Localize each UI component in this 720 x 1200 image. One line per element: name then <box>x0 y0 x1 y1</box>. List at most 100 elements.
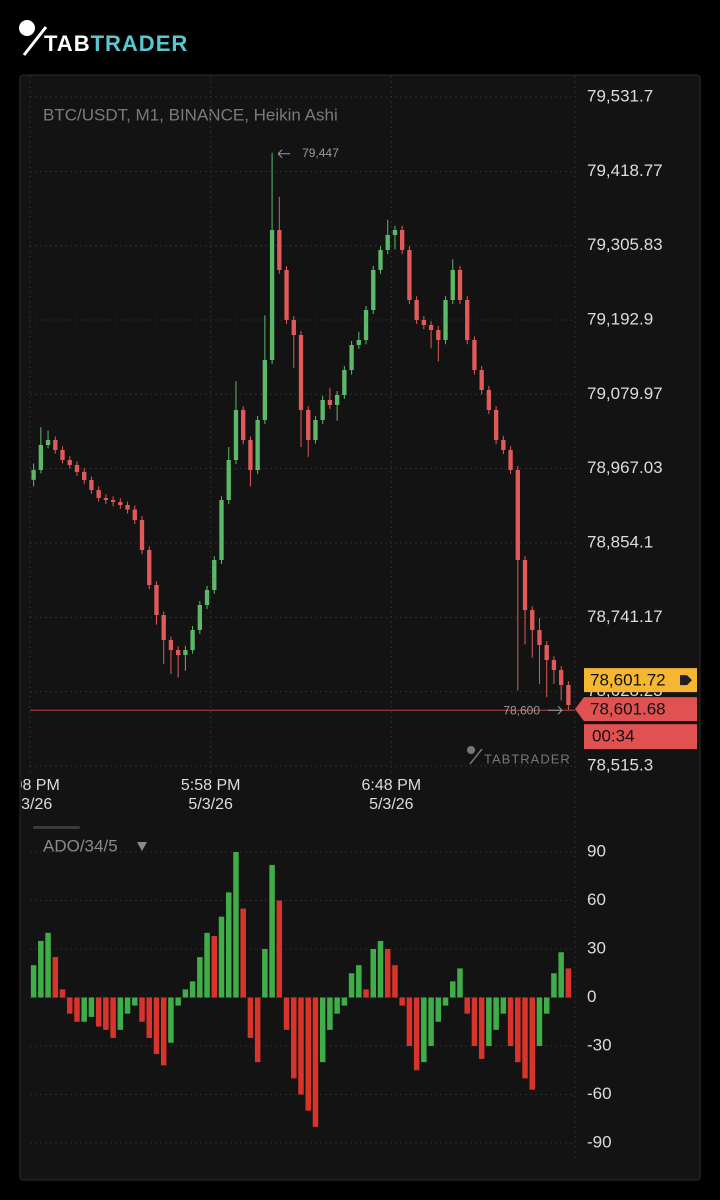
logo-dot <box>19 20 35 36</box>
candle-body <box>342 370 347 395</box>
bar <box>30 965 37 998</box>
bar <box>457 968 463 998</box>
bar <box>67 997 73 1014</box>
bar <box>507 997 514 1046</box>
bar <box>153 997 160 1055</box>
bar <box>110 997 116 1038</box>
candle-body <box>139 520 145 550</box>
bar <box>558 952 564 998</box>
bar <box>327 997 333 1030</box>
candle-body <box>168 640 174 651</box>
y-tick-label: 30 <box>587 938 606 957</box>
bar <box>421 997 427 1063</box>
bar <box>413 997 420 1071</box>
bar <box>341 997 348 1006</box>
candle-body <box>407 249 412 300</box>
candle-body <box>45 439 51 445</box>
bar <box>189 981 196 998</box>
candle-body <box>566 684 571 705</box>
indicator-title[interactable]: ADO/34/5 <box>43 836 118 855</box>
price-tag <box>575 697 697 722</box>
bar <box>233 852 239 998</box>
bar <box>493 997 499 1030</box>
candle-body <box>118 501 123 506</box>
candle-body <box>522 559 528 611</box>
bar <box>262 949 268 998</box>
bar <box>471 997 478 1046</box>
high-marker-label: 79,447 <box>302 146 339 160</box>
bar <box>515 997 521 1063</box>
x-tick-label: 6:48 PM <box>362 777 422 794</box>
bar <box>450 981 456 998</box>
candle-body <box>277 230 282 270</box>
candle-body <box>67 460 72 466</box>
bar <box>146 997 152 1038</box>
bar <box>247 997 254 1038</box>
candle-body <box>465 299 470 341</box>
candle-body <box>233 409 239 461</box>
logo-right: TRADER <box>91 31 189 56</box>
candle-body <box>53 439 58 450</box>
y-tick-label: 78,515.3 <box>587 755 653 774</box>
candle-body <box>479 370 484 390</box>
bar <box>139 997 145 1022</box>
bar <box>211 936 218 998</box>
y-tick-label: 79,079.97 <box>587 384 663 403</box>
bar <box>52 957 59 998</box>
candle-body <box>125 505 130 510</box>
candle-body <box>385 235 390 250</box>
bar <box>269 864 275 998</box>
bar <box>95 997 102 1027</box>
y-tick-label: 79,192.9 <box>587 309 653 328</box>
x-tick-date: 5/3/26 <box>188 796 233 813</box>
bar <box>319 997 326 1063</box>
candle-body <box>537 630 542 646</box>
candle-body <box>486 389 492 410</box>
bar <box>406 997 413 1046</box>
bar <box>168 997 174 1043</box>
plot-area: 78,600 79,447 <box>29 76 575 776</box>
indicator-dropdown-icon[interactable] <box>137 842 147 851</box>
y-tick-label: 0 <box>587 987 596 1006</box>
x-tick-label: 5:08 PM <box>0 777 60 794</box>
price-tag-label: 78,601.68 <box>590 700 666 719</box>
bar <box>74 997 80 1022</box>
watermark-dot <box>467 746 475 754</box>
countdown-badge <box>584 724 697 750</box>
bar <box>298 997 304 1095</box>
logo-slash <box>22 26 48 56</box>
candle-body <box>74 465 80 472</box>
candle-body <box>371 269 376 310</box>
bar <box>384 949 391 998</box>
candle-body <box>334 394 340 405</box>
watermark: TABTRADER <box>484 751 571 766</box>
bar <box>334 997 340 1014</box>
candle-body <box>428 325 434 331</box>
countdown: 00:34 <box>592 727 635 746</box>
candle-body <box>515 470 520 560</box>
candle-body <box>147 549 152 585</box>
plot-area <box>30 851 575 1144</box>
bar <box>399 997 405 1006</box>
candle-body <box>349 345 354 371</box>
bar <box>124 997 131 1014</box>
bar <box>204 932 210 998</box>
high-marker-arrow <box>277 149 291 159</box>
candle-body <box>400 230 405 250</box>
bar <box>160 997 167 1066</box>
chart-panel <box>19 74 701 1181</box>
x-tick-date: 5/3/26 <box>369 796 414 813</box>
candle-body <box>269 230 275 361</box>
bar <box>522 997 528 1079</box>
y-tick-label: 78,854.1 <box>587 532 653 551</box>
candle-body <box>501 439 506 450</box>
candle-body <box>544 645 549 661</box>
x-tick-date: 5/3/26 <box>8 796 53 813</box>
pane-handle[interactable] <box>33 826 80 829</box>
y-tick-label: 60 <box>587 890 606 909</box>
bar <box>175 997 181 1006</box>
candle-body <box>31 470 36 480</box>
bar <box>88 997 95 1017</box>
bar <box>363 989 369 998</box>
